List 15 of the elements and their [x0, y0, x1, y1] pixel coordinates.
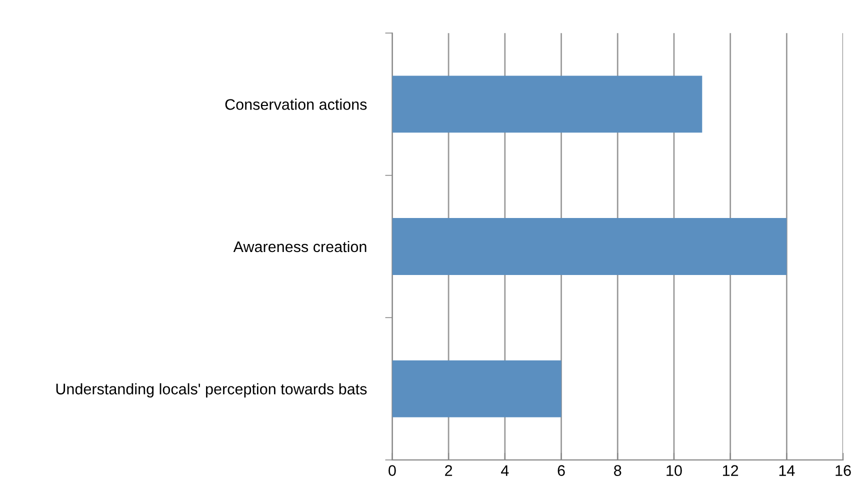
x-tick-label: 4: [501, 465, 509, 476]
x-tick-label: 8: [614, 465, 622, 476]
bar: [392, 218, 787, 275]
y-tick-label: Conservation actions: [225, 98, 367, 110]
x-tick-label: 0: [388, 465, 396, 476]
bar: [392, 76, 702, 133]
bar: [392, 360, 562, 418]
x-tick-label: 6: [558, 465, 565, 476]
x-tick-label: 12: [723, 465, 738, 476]
y-tick-label: Understanding locals' perception towards bats: [56, 383, 367, 398]
x-tick-label: 16: [836, 465, 851, 476]
x-tick-label: 2: [445, 465, 452, 476]
x-tick-label: 14: [779, 465, 795, 476]
y-tick-label: Awareness creation: [233, 240, 366, 252]
x-tick-label: 10: [666, 465, 682, 476]
